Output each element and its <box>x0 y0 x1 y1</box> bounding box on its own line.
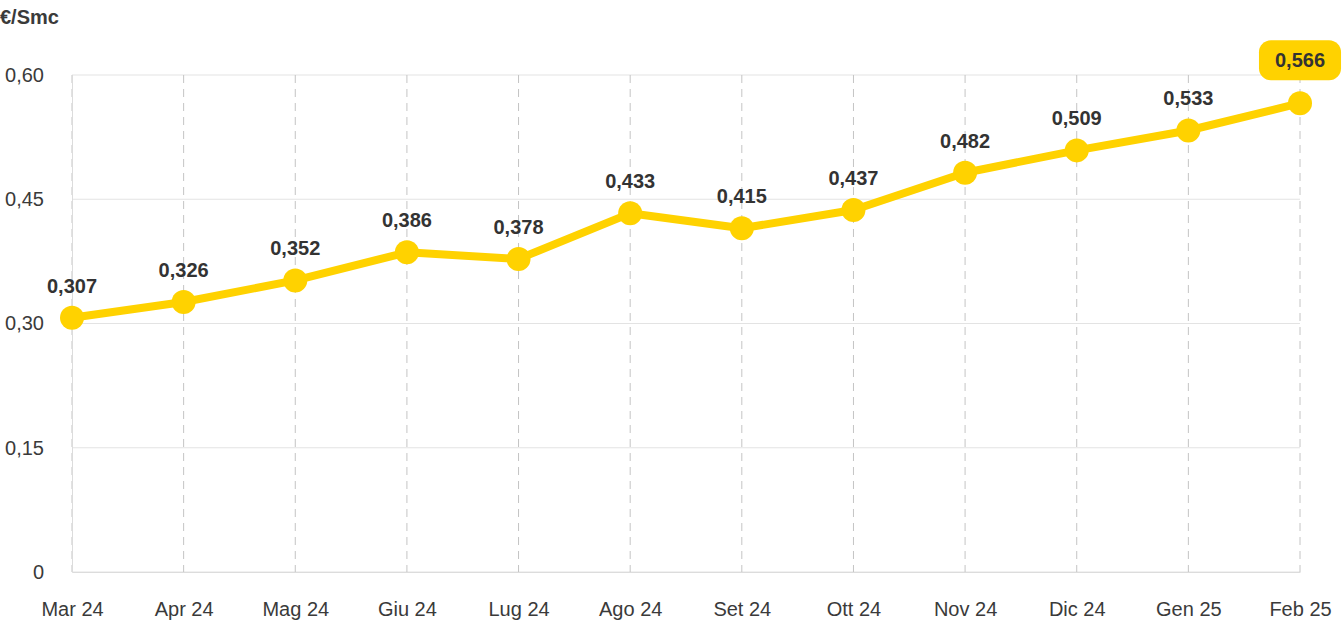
x-tick-label: Giu 24 <box>378 598 437 620</box>
x-grid-line <box>630 75 631 572</box>
x-tick-label: Gen 25 <box>1156 598 1222 620</box>
point <box>1176 118 1200 142</box>
point <box>507 247 531 271</box>
y-tick: 0,60 <box>5 64 72 86</box>
x-grid-line <box>518 75 519 572</box>
x-tick: Ago 24 <box>599 572 662 620</box>
data-label: 0,415 <box>717 185 767 207</box>
x-tick: Dic 24 <box>1049 572 1106 620</box>
x-tick: Set 24 <box>713 572 771 620</box>
x-axis-line <box>73 572 1301 573</box>
point <box>60 306 84 330</box>
y-tick: 0,15 <box>5 437 72 459</box>
x-grid-line <box>741 75 742 572</box>
y-tick-label: 0,30 <box>5 312 44 334</box>
line <box>72 103 1300 318</box>
data-label: 0,437 <box>828 167 878 189</box>
point <box>283 268 307 292</box>
data-label: 0,378 <box>494 216 544 238</box>
y-tick-label: 0,15 <box>5 437 44 459</box>
data-label: 0,386 <box>382 209 432 231</box>
x-tick-label: Mag 24 <box>262 598 329 620</box>
point <box>172 290 196 314</box>
y-tick-label: 0,45 <box>5 188 44 210</box>
x-tick: Lug 24 <box>488 572 549 620</box>
point <box>1288 91 1312 115</box>
x-tick: Mar 24 <box>41 572 103 620</box>
x-tick-label: Nov 24 <box>934 598 997 620</box>
x-tick: Nov 24 <box>934 572 997 620</box>
data-label: 0,307 <box>47 275 97 297</box>
point <box>730 216 754 240</box>
data-label: 0,509 <box>1052 107 1102 129</box>
data-label: 0,326 <box>159 259 209 281</box>
plot-area <box>60 91 1312 330</box>
x-tick-label: Lug 24 <box>488 598 549 620</box>
point <box>618 201 642 225</box>
data-labels: 0,307 0,326 0,352 0,386 0,378 0,433 0,415 0,437… <box>47 40 1341 297</box>
y-tick-label: 0 <box>33 561 44 583</box>
y-tick: 0 <box>33 561 72 583</box>
y-tick: 0,45 <box>5 188 72 210</box>
x-tick-label: Dic 24 <box>1049 598 1106 620</box>
grid <box>72 75 1300 572</box>
x-tick-label: Feb 25 <box>1269 598 1331 620</box>
x-tick-label: Apr 24 <box>155 598 214 620</box>
y-grid-line <box>72 447 1300 448</box>
data-label-highlight <box>1259 40 1341 80</box>
y-tick-label: 0,60 <box>5 64 44 86</box>
y-axis-title: €/Smc <box>0 6 59 28</box>
x-tick-label: Set 24 <box>713 598 771 620</box>
point <box>1065 138 1089 162</box>
y-grid-line <box>72 572 1300 573</box>
x-tick: Gen 25 <box>1156 572 1222 620</box>
x-grid-line <box>295 75 296 572</box>
chart: 0 0,15 0,30 0,45 0,60 Mar 24 Apr 24 Mag 24 Giu 2… <box>0 0 1344 628</box>
x-grid-line <box>406 75 407 572</box>
x-grid-line <box>1300 75 1301 572</box>
x-tick: Mag 24 <box>262 572 329 620</box>
x-tick-label: Ago 24 <box>599 598 662 620</box>
point <box>395 240 419 264</box>
x-tick: Giu 24 <box>378 572 437 620</box>
y-grid-line <box>72 199 1300 200</box>
x-grid-line <box>1188 75 1189 572</box>
y-grid-line <box>72 323 1300 324</box>
x-tick: Apr 24 <box>155 572 214 620</box>
x-axis: Mar 24 Apr 24 Mag 24 Giu 24 Lug 24 Ago 24 Set … <box>41 572 1331 620</box>
data-label: 0,566 <box>1275 49 1325 71</box>
point <box>953 161 977 185</box>
x-tick: Ott 24 <box>827 572 881 620</box>
y-grid-line <box>72 75 1300 76</box>
data-label: 0,482 <box>940 130 990 152</box>
x-tick-label: Mar 24 <box>41 598 103 620</box>
data-label: 0,533 <box>1163 87 1213 109</box>
data-label: 0,352 <box>270 237 320 259</box>
x-tick-label: Ott 24 <box>827 598 881 620</box>
data-label: 0,433 <box>605 170 655 192</box>
point <box>841 198 865 222</box>
x-tick: Feb 25 <box>1269 572 1331 620</box>
x-grid-line <box>853 75 854 572</box>
x-grid-line <box>183 75 184 572</box>
